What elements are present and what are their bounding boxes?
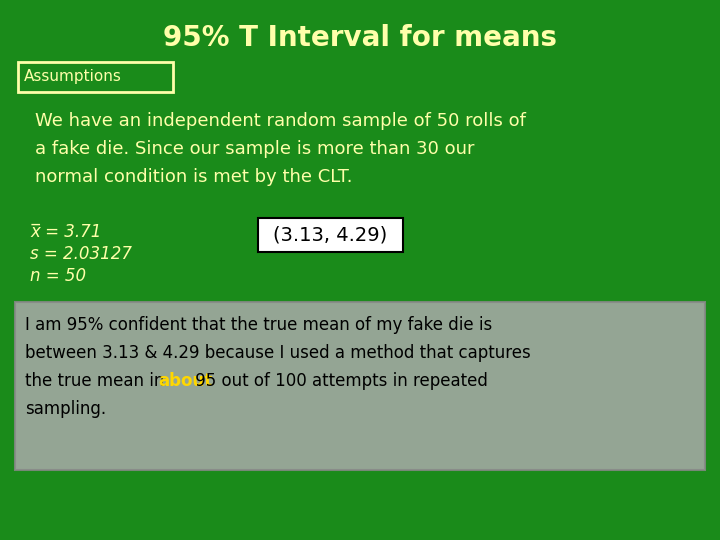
Text: a fake die. Since our sample is more than 30 our: a fake die. Since our sample is more tha… <box>35 140 474 158</box>
Text: s = 2.03127: s = 2.03127 <box>30 245 132 263</box>
Text: x̅ = 3.71: x̅ = 3.71 <box>30 223 102 241</box>
Text: (3.13, 4.29): (3.13, 4.29) <box>274 226 387 245</box>
Text: about: about <box>158 372 212 390</box>
Text: the true mean in: the true mean in <box>25 372 170 390</box>
Text: 95 out of 100 attempts in repeated: 95 out of 100 attempts in repeated <box>190 372 488 390</box>
Text: 95% T Interval for means: 95% T Interval for means <box>163 24 557 52</box>
Text: between 3.13 & 4.29 because I used a method that captures: between 3.13 & 4.29 because I used a met… <box>25 344 531 362</box>
Text: sampling.: sampling. <box>25 400 106 418</box>
Bar <box>258 218 403 252</box>
Bar <box>18 62 173 92</box>
Text: n = 50: n = 50 <box>30 267 86 285</box>
Text: normal condition is met by the CLT.: normal condition is met by the CLT. <box>35 168 353 186</box>
Text: We have an independent random sample of 50 rolls of: We have an independent random sample of … <box>35 112 526 130</box>
Text: Assumptions: Assumptions <box>24 70 122 84</box>
Text: I am 95% confident that the true mean of my fake die is: I am 95% confident that the true mean of… <box>25 316 492 334</box>
Bar <box>15 302 705 470</box>
